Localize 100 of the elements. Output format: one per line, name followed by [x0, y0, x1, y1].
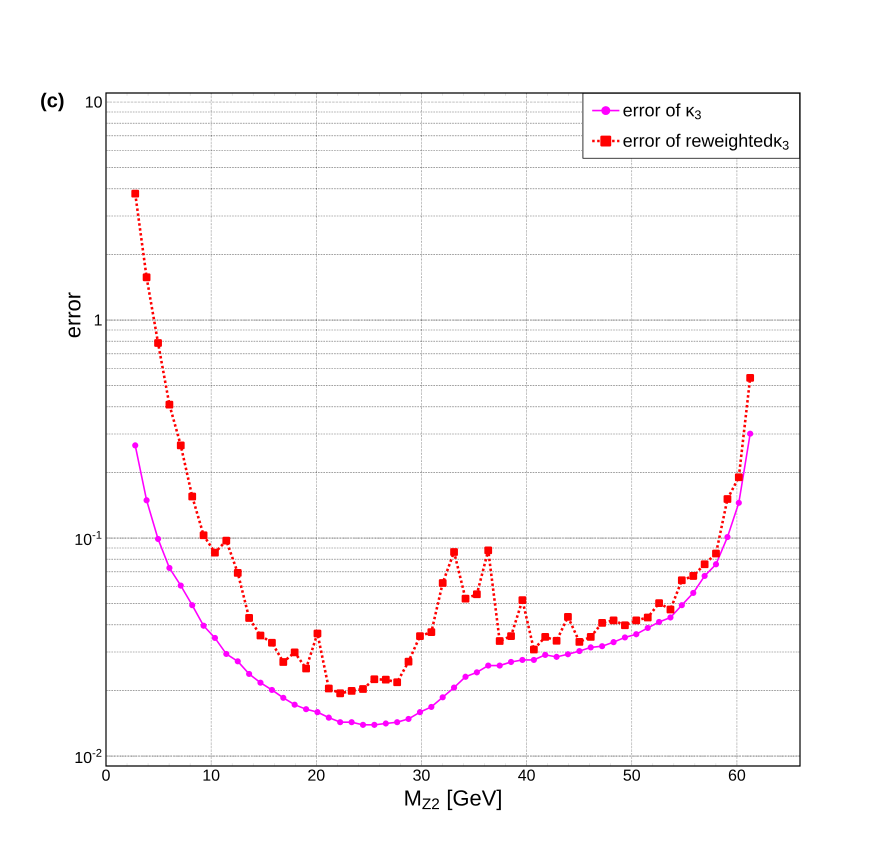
point — [416, 709, 424, 716]
point — [438, 579, 447, 587]
point — [553, 654, 560, 660]
point — [450, 684, 458, 691]
point — [724, 495, 732, 503]
point — [212, 634, 218, 642]
point — [588, 644, 594, 650]
point — [257, 680, 264, 686]
point — [324, 684, 333, 692]
point — [245, 614, 253, 622]
point — [678, 576, 686, 584]
point — [541, 633, 550, 641]
point — [712, 561, 720, 568]
point — [622, 634, 628, 641]
point — [359, 685, 367, 693]
point — [188, 492, 196, 500]
point — [314, 630, 322, 638]
point — [736, 500, 742, 506]
point — [382, 676, 390, 684]
point — [303, 706, 310, 712]
point — [290, 648, 299, 656]
point — [132, 442, 138, 448]
point — [268, 686, 276, 694]
x-tick-label: 20 — [308, 770, 325, 781]
point — [734, 473, 743, 482]
point — [655, 599, 663, 607]
point — [336, 689, 344, 698]
point — [633, 631, 640, 638]
point — [519, 656, 526, 664]
point — [747, 430, 754, 437]
point — [234, 658, 241, 664]
x-tick-label: 10 — [204, 770, 220, 781]
point — [485, 662, 492, 669]
point — [280, 694, 286, 701]
point — [666, 606, 674, 614]
point — [348, 687, 356, 695]
point — [700, 560, 709, 568]
point — [178, 582, 184, 589]
legend-label: error of reweightedκ$_{3}$ — [623, 134, 789, 150]
point — [598, 619, 606, 627]
point — [450, 548, 458, 556]
point — [360, 722, 366, 728]
point — [690, 590, 696, 596]
y-tick-label: 1 — [94, 314, 102, 326]
point — [530, 656, 537, 664]
point — [746, 374, 754, 382]
text: (c) — [41, 92, 64, 112]
point — [644, 624, 651, 632]
x-tick-label: 40 — [518, 770, 535, 781]
point — [474, 669, 480, 676]
point — [337, 719, 344, 726]
point — [200, 531, 208, 540]
point — [496, 637, 504, 645]
point — [428, 704, 434, 710]
point — [176, 442, 185, 450]
point — [440, 694, 446, 700]
point — [632, 616, 640, 624]
point — [689, 572, 698, 580]
point — [326, 714, 332, 721]
point — [292, 702, 298, 708]
point — [223, 650, 230, 658]
point — [610, 616, 618, 624]
point — [370, 675, 378, 684]
point — [462, 674, 469, 680]
point — [712, 550, 720, 558]
point — [599, 643, 606, 650]
point — [200, 622, 207, 629]
point — [564, 651, 572, 658]
point — [610, 639, 617, 646]
point — [246, 670, 252, 678]
point — [222, 536, 230, 544]
x-tick-label: 50 — [624, 770, 640, 781]
point — [621, 621, 629, 630]
point — [189, 602, 196, 608]
x-tick-label: 30 — [413, 770, 430, 781]
point — [279, 658, 288, 666]
legend-label: error of κ$_{3}$ — [623, 103, 701, 120]
point — [530, 646, 538, 654]
point — [564, 612, 572, 621]
point — [576, 648, 582, 654]
point — [142, 273, 150, 282]
y-tick-label: 10$^{-1}$ — [76, 530, 102, 546]
point — [508, 658, 514, 666]
y-tick-label: 10 — [86, 96, 102, 108]
point — [552, 636, 560, 645]
point — [702, 572, 708, 580]
x-tick-label: 0 — [102, 770, 110, 781]
point — [472, 590, 481, 598]
point — [496, 662, 503, 669]
point — [314, 709, 321, 716]
point — [667, 614, 674, 621]
point — [644, 614, 652, 622]
point — [234, 569, 242, 577]
point — [154, 536, 162, 542]
point — [724, 534, 731, 540]
point — [518, 596, 526, 604]
point — [371, 722, 378, 728]
point — [404, 658, 412, 666]
point — [131, 190, 140, 198]
point — [427, 628, 436, 636]
